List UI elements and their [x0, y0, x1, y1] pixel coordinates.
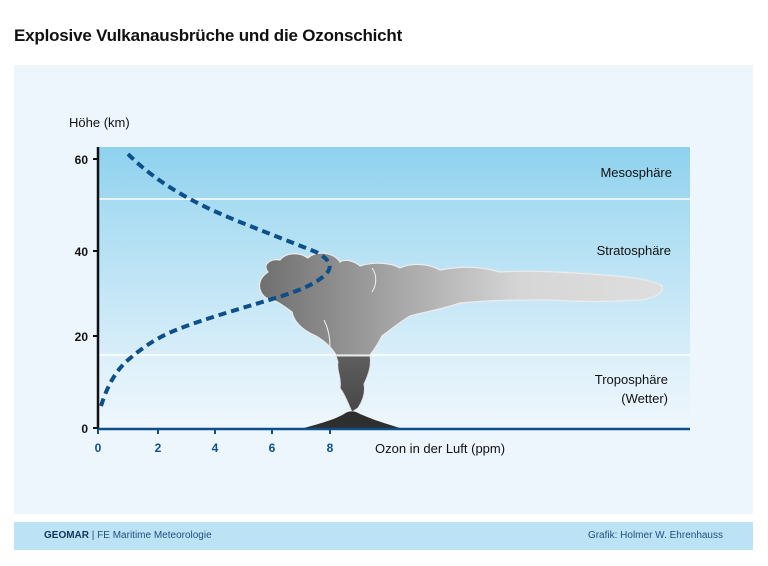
- footer-credit: Grafik: Holmer W. Ehrenhauss: [587, 530, 723, 541]
- ozone-curve: [99, 152, 332, 407]
- troposphere-label: Troposphäre: [595, 372, 668, 387]
- x-axis-label: Ozon in der Luft (ppm): [375, 441, 505, 456]
- footer-org: GEOMAR | FE Maritime Meteorologie: [44, 530, 212, 541]
- y-axis-label: Höhe (km): [69, 115, 130, 130]
- footer-bar: GEOMAR | FE Maritime Meteorologie Grafik…: [14, 522, 753, 550]
- y-tick-60: 60: [75, 153, 89, 167]
- footer-department: FE Maritime Meteorologie: [97, 530, 212, 541]
- troposphere-band: [98, 355, 690, 428]
- ash-cloud: [258, 252, 664, 356]
- x-tick-6: 6: [269, 441, 276, 455]
- footer-org-name: GEOMAR: [44, 530, 89, 541]
- y-tick-0: 0: [81, 422, 88, 436]
- stratosphere-label: Stratosphäre: [597, 243, 671, 258]
- x-tick-4: 4: [212, 441, 219, 455]
- ash-column: [335, 355, 371, 413]
- page-title: Explosive Vulkanausbrüche und die Ozonsc…: [14, 26, 403, 45]
- x-ticks: [97, 429, 331, 434]
- volcano-cone: [304, 411, 400, 428]
- y-ticks: [93, 158, 98, 429]
- troposphere-note: (Wetter): [621, 391, 668, 406]
- mesosphere-band: [98, 147, 690, 199]
- x-tick-2: 2: [155, 441, 162, 455]
- footer-separator: |: [91, 530, 95, 541]
- y-tick-20: 20: [75, 330, 89, 344]
- x-tick-8: 8: [327, 441, 334, 455]
- x-tick-0: 0: [95, 441, 102, 455]
- mesosphere-label: Mesosphäre: [600, 165, 672, 180]
- y-tick-40: 40: [75, 245, 89, 259]
